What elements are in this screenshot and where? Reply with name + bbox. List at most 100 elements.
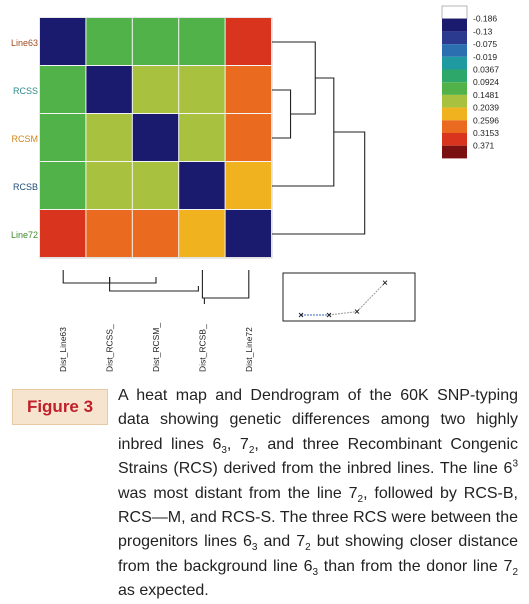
column-dendrogram-branch bbox=[62, 270, 111, 284]
heatmap-cell bbox=[40, 114, 86, 161]
heatmap-cell bbox=[179, 18, 225, 65]
dendrogram-branch bbox=[272, 41, 316, 115]
row-label: RCSM bbox=[12, 134, 39, 144]
legend-label: 0.0367 bbox=[473, 65, 499, 75]
inset-point bbox=[326, 312, 332, 318]
dendrogram-branch bbox=[272, 89, 292, 139]
caption-subscript: 2 bbox=[248, 445, 255, 456]
heatmap-cell bbox=[132, 66, 179, 113]
heatmap-cell bbox=[132, 162, 179, 209]
legend-label: 0.2039 bbox=[473, 103, 499, 113]
heatmap-cell bbox=[40, 18, 86, 65]
caption-superscript: 3 bbox=[512, 458, 518, 470]
caption-part: than from the donor line 7 bbox=[318, 557, 513, 575]
row-dendrogram bbox=[272, 41, 366, 235]
legend-label: -0.019 bbox=[473, 52, 497, 62]
caption-part: was most distant from the line 7 bbox=[118, 484, 358, 502]
legend-label: 0.1481 bbox=[473, 90, 499, 100]
legend-swatch bbox=[442, 69, 467, 83]
column-dendrogram-branch bbox=[109, 277, 157, 284]
heatmap-cell bbox=[225, 162, 271, 209]
column-dendrogram-inset bbox=[282, 272, 416, 322]
caption-subscript: 2 bbox=[357, 493, 364, 505]
legend-label: -0.075 bbox=[473, 39, 497, 49]
legend-swatch bbox=[442, 44, 467, 57]
legend-label: 0.371 bbox=[473, 141, 495, 151]
heatmap-cell bbox=[86, 114, 132, 161]
caption-subscript: 3 bbox=[251, 542, 258, 554]
caption-subscript: 2 bbox=[305, 542, 311, 554]
column-label: Dist_Line72 bbox=[244, 327, 254, 372]
heatmap-cell bbox=[179, 114, 225, 161]
legend-swatch bbox=[442, 145, 467, 159]
caption-part: , followed by RCS-B, RCS—M, and RCS-S. T… bbox=[118, 484, 519, 551]
legend-swatch bbox=[442, 107, 467, 121]
heatmap-cell bbox=[179, 66, 225, 113]
heatmap-cells bbox=[40, 18, 271, 257]
heatmap-cell bbox=[86, 66, 132, 113]
heatmap-cell bbox=[86, 162, 132, 209]
caption-subscript: 3 bbox=[312, 567, 319, 579]
column-label: Dist_RCSB_ bbox=[197, 324, 207, 372]
column-dendrogram-branch bbox=[109, 283, 199, 292]
inset-point bbox=[382, 280, 388, 286]
legend-swatch bbox=[442, 18, 467, 32]
legend-swatch bbox=[442, 120, 467, 133]
caption-part: but showing closer distance from the bac… bbox=[118, 533, 519, 575]
heatmap-cell bbox=[132, 210, 179, 257]
column-label: Dist_Line63 bbox=[58, 327, 68, 372]
inset-line-segment bbox=[328, 311, 358, 316]
caption-part: A heat map and Dendrogram of the 60K SNP… bbox=[118, 387, 518, 453]
legend-swatch bbox=[442, 94, 467, 108]
caption-subscript: 3 bbox=[221, 445, 227, 456]
heatmap-cell bbox=[86, 210, 132, 257]
heatmap-cell bbox=[225, 18, 271, 65]
inset-line-segment bbox=[356, 282, 386, 312]
legend-swatch bbox=[441, 5, 468, 19]
inset-frame bbox=[282, 272, 416, 322]
heatmap-cell bbox=[179, 210, 225, 257]
heatmap-cell bbox=[225, 66, 271, 113]
figure-caption: Figure 3 A heat map and Dendrogram of th… bbox=[0, 384, 529, 599]
caption-part: and 7 bbox=[257, 533, 306, 551]
heatmap-cell bbox=[132, 114, 179, 161]
dendrogram-branch bbox=[272, 77, 335, 187]
legend-label: -0.13 bbox=[473, 26, 493, 36]
legend-label: 0.2596 bbox=[473, 115, 499, 125]
row-label: Line63 bbox=[11, 38, 38, 48]
row-label: RCSB bbox=[13, 182, 38, 192]
heatmap-cell bbox=[40, 210, 86, 257]
color-legend: -0.186 -0.13 -0.075 -0.019 0.0367 0.0924 0.148… bbox=[441, 5, 499, 159]
heatmap-cell bbox=[179, 162, 225, 209]
legend-swatch bbox=[442, 133, 467, 146]
legend-label: 0.0924 bbox=[473, 77, 499, 87]
row-label: Line72 bbox=[11, 230, 38, 240]
legend-swatch bbox=[442, 31, 467, 45]
column-labels: Dist_Line63 Dist_RCSS_ Dist_RCSM_ Dist_RCSB… bbox=[58, 323, 254, 372]
legend-swatch bbox=[442, 56, 467, 70]
row-labels: Line63 RCSS RCSM RCSB Line72 bbox=[11, 38, 38, 240]
legend-label: -0.186 bbox=[473, 14, 497, 24]
heatmap-cell bbox=[40, 162, 86, 209]
column-dendrogram bbox=[62, 270, 250, 304]
dendrogram-branch bbox=[272, 131, 366, 235]
inset-point bbox=[354, 309, 360, 314]
legend-label: 0.3153 bbox=[473, 128, 499, 138]
caption-part: , and three Recombinant Congenic Strains… bbox=[118, 435, 519, 478]
caption-part: , 7 bbox=[226, 435, 249, 453]
heatmap-cell bbox=[225, 210, 271, 257]
row-label: RCSS bbox=[13, 86, 38, 96]
column-dendrogram-branch bbox=[201, 270, 250, 299]
heatmap-cell bbox=[40, 66, 86, 113]
inset-point bbox=[298, 312, 304, 318]
caption-text: A heat map and Dendrogram of the 60K SNP… bbox=[118, 384, 518, 604]
heatmap-cell bbox=[86, 18, 132, 65]
column-label: Dist_RCSM_ bbox=[151, 323, 161, 372]
caption-part: as expected. bbox=[118, 582, 209, 600]
heatmap-cell bbox=[225, 114, 271, 161]
legend-swatch bbox=[442, 82, 467, 95]
figure-label: Figure 3 bbox=[12, 389, 108, 425]
caption-subscript: 2 bbox=[512, 567, 519, 579]
column-label: Dist_RCSS_ bbox=[105, 324, 115, 372]
